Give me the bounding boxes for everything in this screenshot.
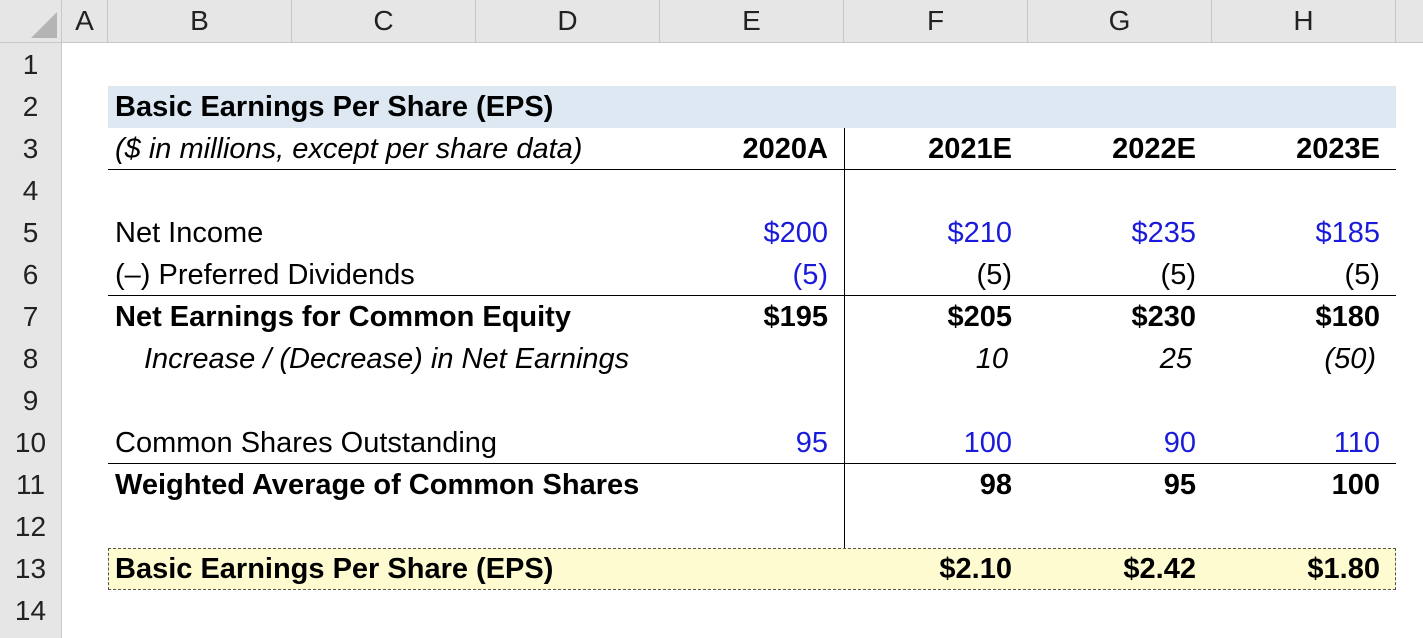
column-header-a[interactable]: A bbox=[62, 0, 108, 43]
net-earnings-2020a[interactable]: $195 bbox=[763, 301, 828, 333]
wavg-2023e[interactable]: 100 bbox=[1331, 469, 1380, 501]
column-header-h[interactable]: H bbox=[1212, 0, 1396, 43]
row-header-1[interactable]: 1 bbox=[0, 44, 62, 86]
net-earnings-2023e[interactable]: $180 bbox=[1315, 301, 1380, 333]
year-header-2023e[interactable]: 2023E bbox=[1296, 133, 1380, 165]
inc-dec-2022e[interactable]: 25 bbox=[1159, 343, 1192, 375]
row-header-12[interactable]: 12 bbox=[0, 506, 62, 548]
shares-out-2023e[interactable]: 110 bbox=[1333, 427, 1380, 459]
net-income-2022e[interactable]: $235 bbox=[1131, 217, 1196, 249]
year-header-2020a[interactable]: 2020A bbox=[742, 133, 828, 165]
column-header-d[interactable]: D bbox=[476, 0, 660, 43]
row-header-14[interactable]: 14 bbox=[0, 590, 62, 632]
table-title[interactable]: Basic Earnings Per Share (EPS) bbox=[115, 91, 554, 123]
row-header-9[interactable]: 9 bbox=[0, 380, 62, 422]
pref-div-2021e[interactable]: (5) bbox=[976, 259, 1012, 291]
pref-div-2023e[interactable]: (5) bbox=[1344, 259, 1380, 291]
row-header-13[interactable]: 13 bbox=[0, 548, 62, 590]
inc-dec-2023e[interactable]: (50) bbox=[1324, 343, 1376, 375]
column-header-f[interactable]: F bbox=[844, 0, 1028, 43]
header-rule bbox=[108, 169, 1396, 170]
row-header-6[interactable]: 6 bbox=[0, 254, 62, 296]
row-header-7[interactable]: 7 bbox=[0, 296, 62, 338]
column-header-c[interactable]: C bbox=[292, 0, 476, 43]
select-all-corner[interactable] bbox=[0, 0, 62, 43]
title-band bbox=[108, 86, 1396, 128]
year-header-2021e[interactable]: 2021E bbox=[928, 133, 1012, 165]
pref-div-2022e[interactable]: (5) bbox=[1160, 259, 1196, 291]
label-increase-decrease[interactable]: Increase / (Decrease) in Net Earnings bbox=[144, 343, 630, 375]
column-header-e[interactable]: E bbox=[660, 0, 844, 43]
eps-2022e[interactable]: $2.42 bbox=[1123, 553, 1196, 585]
shares-rule bbox=[108, 463, 1396, 464]
row-header-2[interactable]: 2 bbox=[0, 86, 62, 128]
eps-band bbox=[108, 548, 1396, 590]
label-shares-outstanding[interactable]: Common Shares Outstanding bbox=[115, 427, 498, 459]
label-preferred-dividends[interactable]: (–) Preferred Dividends bbox=[115, 259, 415, 291]
label-weighted-average[interactable]: Weighted Average of Common Shares bbox=[115, 469, 640, 501]
row-header-8[interactable]: 8 bbox=[0, 338, 62, 380]
wavg-2021e[interactable]: 98 bbox=[979, 469, 1012, 501]
year-header-2022e[interactable]: 2022E bbox=[1112, 133, 1196, 165]
net-income-2020a[interactable]: $200 bbox=[763, 217, 828, 249]
column-header-g[interactable]: G bbox=[1028, 0, 1212, 43]
row-header-5[interactable]: 5 bbox=[0, 212, 62, 254]
net-earnings-2021e[interactable]: $205 bbox=[947, 301, 1012, 333]
inc-dec-2021e[interactable]: 10 bbox=[975, 343, 1008, 375]
net-income-2021e[interactable]: $210 bbox=[947, 217, 1012, 249]
label-eps[interactable]: Basic Earnings Per Share (EPS) bbox=[115, 553, 554, 585]
units-note[interactable]: ($ in millions, except per share data) bbox=[115, 133, 583, 165]
shares-out-2021e[interactable]: 100 bbox=[963, 427, 1012, 459]
eps-2023e[interactable]: $1.80 bbox=[1307, 553, 1380, 585]
label-net-earnings[interactable]: Net Earnings for Common Equity bbox=[115, 301, 571, 333]
wavg-2022e[interactable]: 95 bbox=[1163, 469, 1196, 501]
column-header-overflow bbox=[1396, 0, 1423, 43]
row-header-3[interactable]: 3 bbox=[0, 128, 62, 170]
eps-2021e[interactable]: $2.10 bbox=[939, 553, 1012, 585]
pref-div-2020a[interactable]: (5) bbox=[792, 259, 828, 291]
row-header-4[interactable]: 4 bbox=[0, 170, 62, 212]
actual-forecast-divider bbox=[844, 128, 845, 548]
label-net-income[interactable]: Net Income bbox=[115, 217, 264, 249]
subtotal-rule bbox=[108, 295, 1396, 296]
net-earnings-2022e[interactable]: $230 bbox=[1131, 301, 1196, 333]
row-header-10[interactable]: 10 bbox=[0, 422, 62, 464]
net-income-2023e[interactable]: $185 bbox=[1315, 217, 1380, 249]
row-header-11[interactable]: 11 bbox=[0, 464, 62, 506]
column-header-b[interactable]: B bbox=[108, 0, 292, 43]
shares-out-2022e[interactable]: 90 bbox=[1163, 427, 1196, 459]
shares-out-2020a[interactable]: 95 bbox=[795, 427, 828, 459]
